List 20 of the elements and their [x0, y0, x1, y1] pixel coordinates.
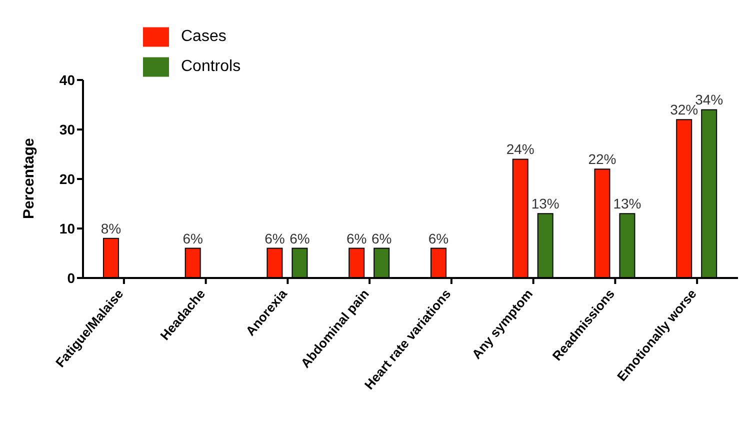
data-label: 6%: [428, 230, 449, 246]
data-label: 13%: [531, 196, 560, 212]
data-label: 6%: [182, 230, 203, 246]
data-label: 6%: [264, 230, 285, 246]
data-label: 24%: [506, 141, 534, 158]
data-label: 8%: [100, 220, 122, 236]
data-label: 6%: [290, 230, 310, 246]
y-tick-label: 0: [67, 270, 76, 286]
data-label: 6%: [346, 230, 367, 246]
y-tick-label: 10: [59, 220, 76, 236]
y-tick-label: 40: [59, 72, 76, 88]
data-label: 34%: [695, 92, 724, 108]
y-axis-title: Percentage: [20, 138, 38, 219]
y-tick-label: 20: [59, 170, 76, 187]
data-label: 6%: [371, 230, 392, 246]
legend-label: Cases: [181, 28, 226, 45]
data-label: 13%: [613, 196, 642, 212]
y-tick-label: 30: [59, 121, 76, 138]
data-label: 22%: [588, 151, 616, 168]
legend-label: Controls: [181, 58, 241, 75]
